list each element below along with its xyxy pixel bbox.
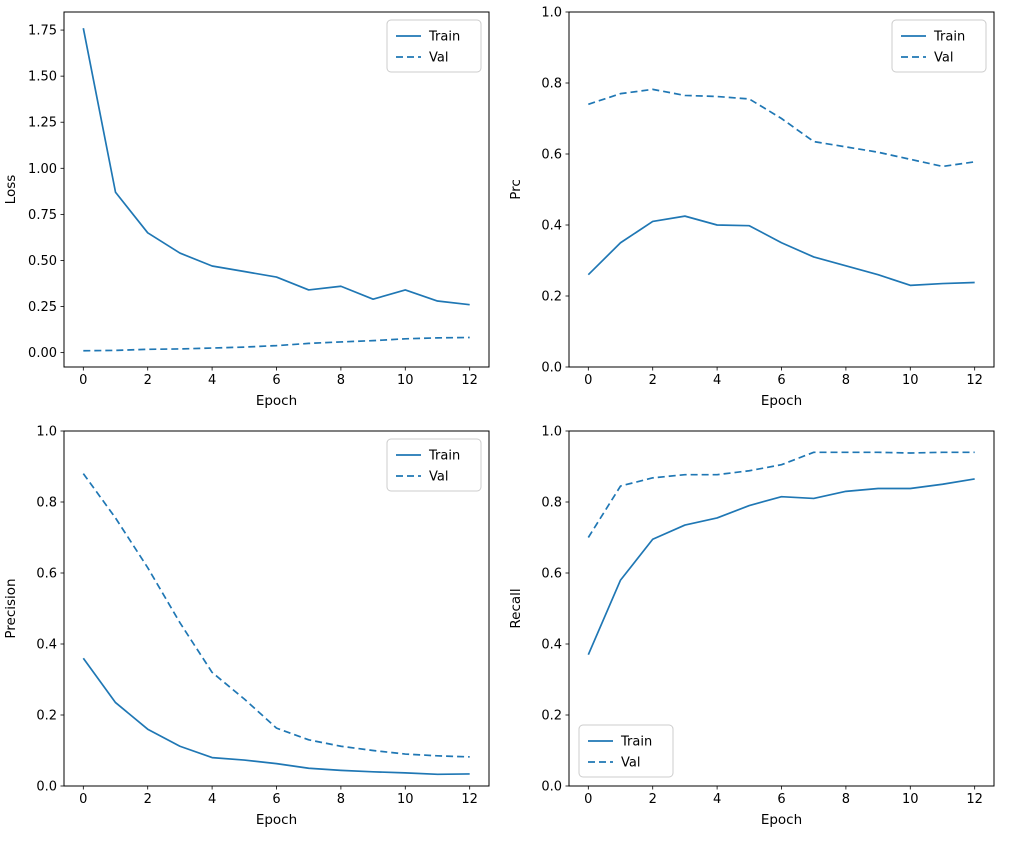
y-tick-label: 1.25 [28,116,57,131]
x-tick-label: 4 [713,373,721,388]
y-tick-label: 1.0 [36,425,57,440]
val-line [83,336,470,352]
x-tick-label: 0 [79,792,87,807]
val-line [82,473,470,758]
legend-box [386,19,482,73]
x-tick-label: 0 [584,373,592,388]
legend: Train Val [578,724,674,778]
y-tick-label: 0.0 [541,780,562,795]
axes-frame [63,11,490,368]
y-tick-label: 1.0 [541,6,562,21]
x-tick-label: 4 [208,792,216,807]
y-axis-label: Recall [508,588,524,628]
y-axis-label: Precision [3,578,19,638]
x-tick-label: 10 [902,373,919,388]
x-tick-label: 12 [461,373,478,388]
val-line [588,88,975,168]
train-line [82,28,470,306]
legend-train-label: Train [428,449,460,464]
train-line [587,215,975,287]
y-tick-label: 0.4 [541,219,562,234]
legend-val-label: Val [934,51,953,66]
y-tick-label: 0.8 [541,77,562,92]
x-tick-label: 2 [144,792,152,807]
y-tick-label: 0.00 [28,346,57,361]
y-tick-label: 0.6 [541,148,562,163]
x-tick-label: 2 [144,373,152,388]
y-tick-label: 1.00 [28,162,57,177]
subplot-loss: 0 2 4 6 8 10 12 0.00 0.25 0.50 0.75 1.00 1.25 1.50 1.7… [0,0,505,419]
x-tick-label: 6 [777,792,785,807]
x-tick-label: 2 [649,373,657,388]
subplot-recall: 0 2 4 6 8 10 12 0.0 0.2 0.4 0.6 0.8 1.0 Epoch Recall Tr… [505,419,1010,838]
y-axis-label: Prc [508,179,524,200]
x-axis-label: Epoch [761,393,802,409]
x-tick-label: 10 [397,792,414,807]
y-tick-label: 1.50 [28,70,57,85]
x-tick-label: 8 [842,373,850,388]
val-line [587,451,975,538]
legend: Train Val [386,19,482,73]
y-tick-label: 0.6 [541,567,562,582]
train-line [587,478,975,655]
y-tick-label: 0.2 [541,290,562,305]
y-tick-label: 0.0 [541,361,562,376]
legend-box [386,438,482,492]
x-tick-label: 4 [713,792,721,807]
chart-canvas-loss: 0 2 4 6 8 10 12 0.00 0.25 0.50 0.75 1.00 1.25 1.50 1.7… [3,11,490,409]
y-tick-label: 0.0 [36,780,57,795]
y-tick-label: 1.75 [28,24,57,39]
legend-box [891,19,987,73]
x-tick-label: 10 [397,373,414,388]
x-tick-label: 12 [461,792,478,807]
x-axis-label: Epoch [256,812,297,828]
y-tick-label: 0.8 [36,496,57,511]
axes-frame [63,430,490,787]
x-tick-label: 0 [584,792,592,807]
legend-train-label: Train [933,30,965,45]
legend: Train Val [386,438,482,492]
x-tick-label: 6 [777,373,785,388]
x-tick-label: 8 [842,792,850,807]
y-tick-label: 0.25 [28,300,57,315]
y-tick-label: 0.6 [36,567,57,582]
y-tick-label: 0.2 [541,709,562,724]
train-line [82,657,470,776]
legend-val-label: Val [621,756,640,771]
legend-train-label: Train [620,735,652,750]
y-tick-label: 0.50 [28,254,57,269]
x-tick-label: 4 [208,373,216,388]
y-tick-label: 0.8 [541,496,562,511]
x-tick-label: 8 [337,792,345,807]
x-tick-label: 12 [966,373,983,388]
subplot-precision: 0 2 4 6 8 10 12 0.0 0.2 0.4 0.6 0.8 1.0 Epoch Precisio… [0,419,505,838]
chart-canvas-prc: 0 2 4 6 8 10 12 0.0 0.2 0.4 0.6 0.8 1.0 Epoch Prc Train… [508,6,995,409]
x-tick-label: 2 [649,792,657,807]
legend-box [578,724,674,778]
chart-canvas-recall: 0 2 4 6 8 10 12 0.0 0.2 0.4 0.6 0.8 1.0 Epoch Recall Tr… [508,425,995,828]
legend-val-label: Val [429,51,448,66]
x-tick-label: 6 [272,373,280,388]
y-axis-label: Loss [3,175,19,205]
x-axis-label: Epoch [256,393,297,409]
y-tick-label: 0.4 [541,638,562,653]
y-tick-label: 1.0 [541,425,562,440]
x-tick-label: 6 [272,792,280,807]
x-tick-label: 12 [966,792,983,807]
axes-frame [568,430,995,787]
x-axis-label: Epoch [761,812,802,828]
chart-canvas-precision: 0 2 4 6 8 10 12 0.0 0.2 0.4 0.6 0.8 1.0 Epoch Precisio… [3,425,490,828]
x-tick-label: 8 [337,373,345,388]
legend-val-label: Val [429,470,448,485]
legend: Train Val [891,19,987,73]
y-tick-label: 0.4 [36,638,57,653]
x-tick-label: 0 [79,373,87,388]
legend-train-label: Train [428,30,460,45]
subplot-prc: 0 2 4 6 8 10 12 0.0 0.2 0.4 0.6 0.8 1.0 Epoch Prc Train… [505,0,1010,419]
y-tick-label: 0.2 [36,709,57,724]
y-tick-label: 0.75 [28,208,57,223]
x-tick-label: 10 [902,792,919,807]
axes-frame [568,11,995,368]
